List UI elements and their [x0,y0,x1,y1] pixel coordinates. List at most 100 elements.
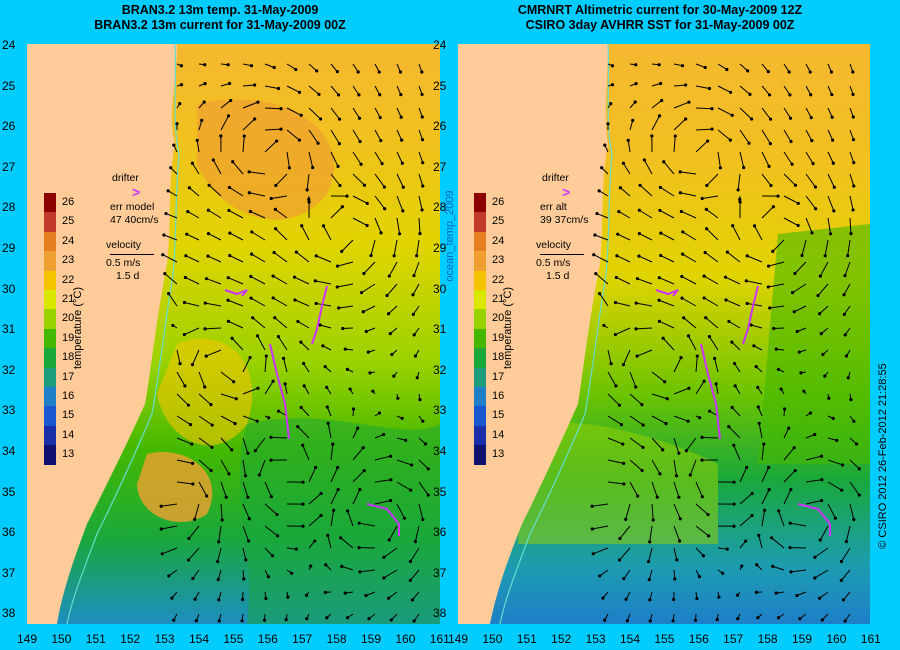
velocity-arrow-head [193,597,197,601]
velocity-arrow-head [619,423,624,427]
velocity-arrow-head [382,185,387,189]
velocity-arrow-head [744,279,748,283]
velocity-arrow [651,371,665,383]
velocity-arrow-head [343,591,347,595]
velocity-arrow-head [678,191,682,195]
velocity-arrow [648,547,653,562]
velocity-arrow-head [813,576,817,580]
velocity-arrow-head [724,298,728,302]
velocity-arrow-head [697,575,702,579]
velocity-arrow-head [661,336,665,340]
velocity-arrow [176,415,191,426]
velocity-arrow-head [634,327,638,331]
velocity-arrow [205,302,222,307]
velocity-arrow [768,261,785,267]
velocity-arrow [681,276,697,285]
velocity-arrow-head [294,547,298,551]
velocity-arrow [184,327,200,336]
velocity-arrow-head [657,276,661,280]
velocity-arrow-head [750,491,754,496]
velocity-arrow [845,525,851,542]
velocity-arrow [187,211,200,219]
velocity-arrow [208,184,222,197]
velocity-arrow [264,63,275,68]
velocity-arrow-head [852,517,856,522]
colorbar-swatch [44,270,56,290]
velocity-arrow [618,211,631,219]
velocity-arrow-head [382,555,386,559]
velocity-arrow [330,151,339,167]
lon-tick-label: 155 [654,632,675,646]
velocity-arrow-head [250,230,254,234]
velocity-arrow-head [851,138,856,142]
velocity-arrow [783,195,799,204]
velocity-arrow-head [659,253,663,258]
velocity-arrow [629,481,639,497]
colorbar-tick-label: 22 [62,273,75,286]
velocity-arrow [761,107,771,120]
velocity-arrow-head [702,379,706,383]
velocity-arrow-head [321,224,326,228]
velocity-arrow-head [364,329,368,334]
left-map-panel[interactable] [27,44,440,624]
lat-tick-label: 28 [2,200,16,215]
velocity-arrow [229,232,244,241]
velocity-arrow-head [316,141,320,145]
lat-tick-label: 31 [2,322,16,337]
velocity-arrow [680,192,697,197]
right-map-panel[interactable] [458,44,870,624]
lon-tick-label: 151 [516,632,537,646]
velocity-arrow-head [229,98,233,103]
velocity-arrow [352,85,360,96]
velocity-arrow [701,436,719,439]
velocity-arrow-head [827,396,831,400]
velocity-arrow-head [167,574,171,578]
velocity-arrow-head [338,183,342,188]
velocity-arrow [725,276,741,285]
velocity-arrow [352,195,368,204]
velocity-arrow [682,231,697,241]
velocity-arrow-head [335,70,339,74]
velocity-arrow [673,437,680,454]
velocity-arrow-head [766,264,771,268]
velocity-arrow [695,380,705,395]
warm-eddy [197,99,335,220]
velocity-arrow [341,239,354,252]
velocity-arrow-head [835,438,839,442]
velocity-arrow [783,107,791,119]
velocity-arrow-head [839,578,843,582]
velocity-arrow [220,415,236,425]
velocity-arrow [651,437,664,451]
velocity-arrow-head [777,509,781,513]
velocity-arrow-head [283,382,287,386]
velocity-arrow [270,436,288,439]
velocity-arrow-head [776,194,780,198]
velocity-arrow-head [802,389,806,393]
velocity-arrow [264,356,267,373]
velocity-arrow-head [191,482,195,486]
lat-tick-label: 26 [2,119,16,134]
velocity-arrow [731,407,741,417]
velocity-arrow-head [339,536,343,540]
velocity-arrow [695,85,710,89]
coastline-shelf [66,44,180,624]
velocity-arrow-head [357,93,361,97]
velocity-arrow [374,129,382,141]
velocity-arrow [849,173,855,187]
velocity-arrow [330,489,339,505]
lon-tick-label: 153 [585,632,606,646]
velocity-arrow-head [814,207,818,211]
velocity-arrow-head [356,426,360,430]
velocity-arrow-head [216,578,220,582]
colorbar-tick-label: 25 [62,215,75,228]
velocity-arrow [639,184,653,197]
velocity-arrow-head [377,411,382,415]
velocity-arrow-head [301,443,305,447]
velocity-arrow [607,459,624,464]
colorbar-tick-label: 20 [492,312,505,325]
velocity-arrow [623,163,631,175]
velocity-arrow-head [766,70,770,74]
velocity-arrow-head [795,329,799,334]
velocity-arrow [418,459,429,470]
velocity-arrow [824,239,829,256]
